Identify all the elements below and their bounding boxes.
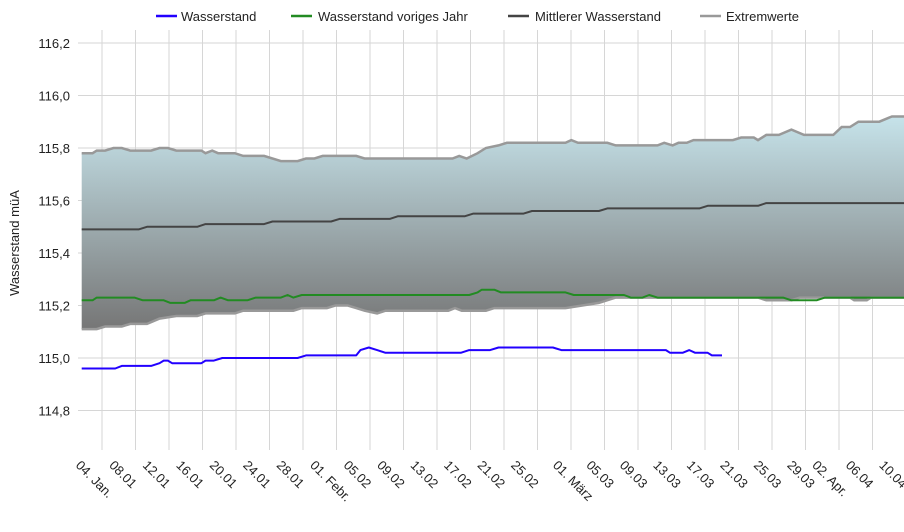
x-tick-label: 21.02	[475, 458, 509, 492]
x-tick-label: 13.03	[650, 458, 684, 492]
y-tick-label: 115,4	[38, 246, 70, 261]
series-lines	[81, 202, 904, 370]
x-tick-label: 13.02	[408, 458, 442, 492]
y-tick-label: 115,6	[38, 194, 70, 209]
legend-label: Mittlerer Wasserstand	[535, 9, 661, 24]
x-tick-label: 17.02	[441, 458, 475, 492]
x-tick-label: 29.03	[784, 458, 818, 492]
x-tick-label: 09.02	[374, 458, 408, 492]
y-tick-label: 114,8	[38, 404, 70, 419]
y-axis-title: Wasserstand müA	[7, 190, 22, 296]
wasserstand-line	[81, 346, 722, 370]
x-tick-label: 24.01	[240, 458, 274, 492]
x-tick-label: 25.02	[508, 458, 542, 492]
y-axis-ticks: 114,8 115,0 115,2 115,4 115,6 115,8 116,0 116,2	[38, 36, 70, 419]
legend-item[interactable]: Mittlerer Wasserstand	[508, 9, 661, 24]
extremes-lower-line	[81, 296, 904, 331]
previous-year-line	[81, 288, 904, 304]
x-tick-label: 17.03	[684, 458, 718, 492]
x-tick-label: 09.03	[617, 458, 651, 492]
x-tick-label: 28.01	[274, 458, 308, 492]
x-tick-label: 12.01	[140, 458, 174, 492]
legend-label: Extremwerte	[726, 9, 799, 24]
y-tick-label: 115,2	[38, 299, 70, 314]
legend-label: Wasserstand voriges Jahr	[318, 9, 468, 24]
legend-item[interactable]: Wasserstand	[156, 9, 256, 24]
y-tick-label: 116,2	[38, 36, 70, 51]
x-axis-ticks: 04. Jan.08.01 12.01 16.01 20.01 24.01 28.01 01…	[73, 458, 904, 505]
extremes-area-fill	[81, 116, 904, 330]
extremes-range-area	[81, 115, 904, 331]
legend-label: Wasserstand	[181, 9, 256, 24]
extremes-upper-line	[81, 115, 904, 163]
legend: Wasserstand Wasserstand voriges Jahr Mittl…	[156, 9, 799, 24]
x-tick-label: 21.03	[717, 458, 751, 492]
legend-item[interactable]: Extremwerte	[700, 9, 799, 24]
legend-item[interactable]: Wasserstand voriges Jahr	[291, 9, 468, 24]
x-tick-label: 20.01	[207, 458, 241, 492]
y-tick-label: 116,0	[38, 89, 70, 104]
mean-level-line	[81, 202, 904, 231]
x-tick-label: 10.04	[876, 458, 904, 492]
x-tick-label: 16.01	[173, 458, 207, 492]
y-tick-label: 115,8	[38, 141, 70, 156]
x-tick-label: 25.03	[751, 458, 785, 492]
y-tick-label: 115,0	[38, 351, 70, 366]
